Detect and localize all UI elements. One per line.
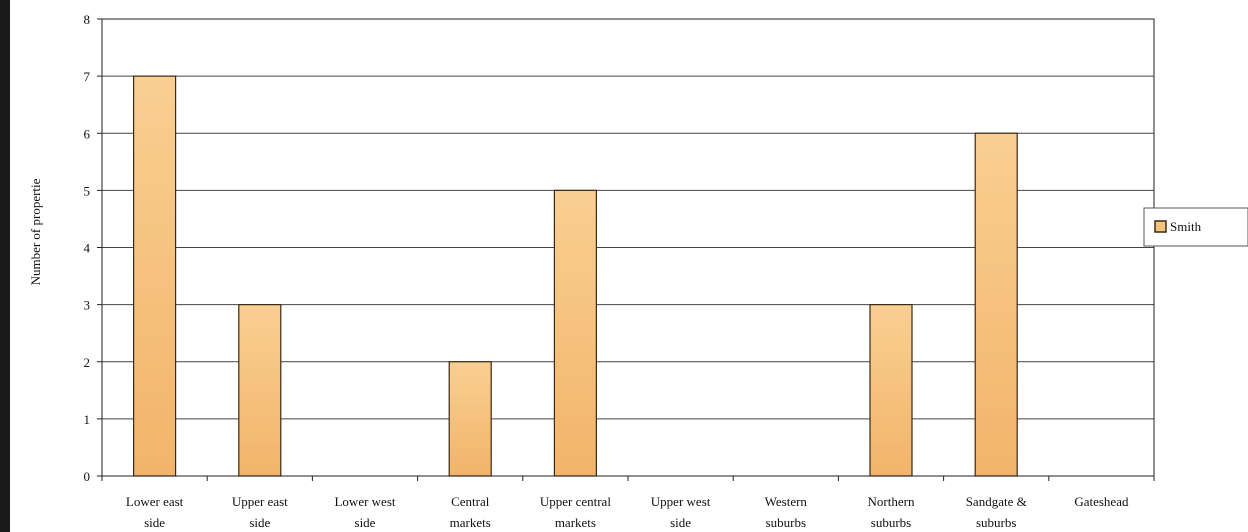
bar xyxy=(133,75,177,477)
bar xyxy=(448,361,492,477)
bar xyxy=(238,304,282,477)
category-label: Upper west side xyxy=(651,494,711,530)
y-tick-label: 2 xyxy=(84,355,91,370)
category-labels: Lower east side Upper east side Lower west si… xyxy=(126,494,1129,530)
category-label: Sandgate & suburbs xyxy=(966,494,1027,530)
category-label: Central markets xyxy=(450,494,491,530)
y-tick-labels: 0 1 2 3 4 5 6 7 8 xyxy=(84,12,91,484)
category-label: Northern suburbs xyxy=(868,494,915,530)
y-tick-label: 6 xyxy=(84,126,91,141)
scan-edge xyxy=(0,0,10,532)
bar xyxy=(869,304,913,477)
legend: Smith xyxy=(1143,207,1248,247)
y-tick-label: 1 xyxy=(84,412,91,427)
category-label: Lower east side xyxy=(126,494,184,530)
category-label: Gateshead xyxy=(1074,494,1129,509)
y-axis-label: Number of propertie xyxy=(28,178,43,285)
category-label: Upper east side xyxy=(232,494,288,530)
category-label: Upper central markets xyxy=(540,494,611,530)
y-tick-label: 7 xyxy=(84,69,91,84)
y-tick-label: 8 xyxy=(84,12,91,27)
bar xyxy=(553,189,598,477)
y-tick-label: 4 xyxy=(84,241,91,256)
legend-swatch xyxy=(1154,220,1167,233)
category-label: Lower west side xyxy=(334,494,395,530)
axes xyxy=(97,18,1155,481)
legend-label: Smith xyxy=(1170,219,1202,234)
y-tick-label: 0 xyxy=(84,469,91,484)
bars xyxy=(133,75,1018,477)
y-tick-label: 5 xyxy=(84,183,91,198)
y-tick-label: 3 xyxy=(84,298,91,313)
category-label: Western suburbs xyxy=(765,494,808,530)
bar xyxy=(974,132,1018,477)
